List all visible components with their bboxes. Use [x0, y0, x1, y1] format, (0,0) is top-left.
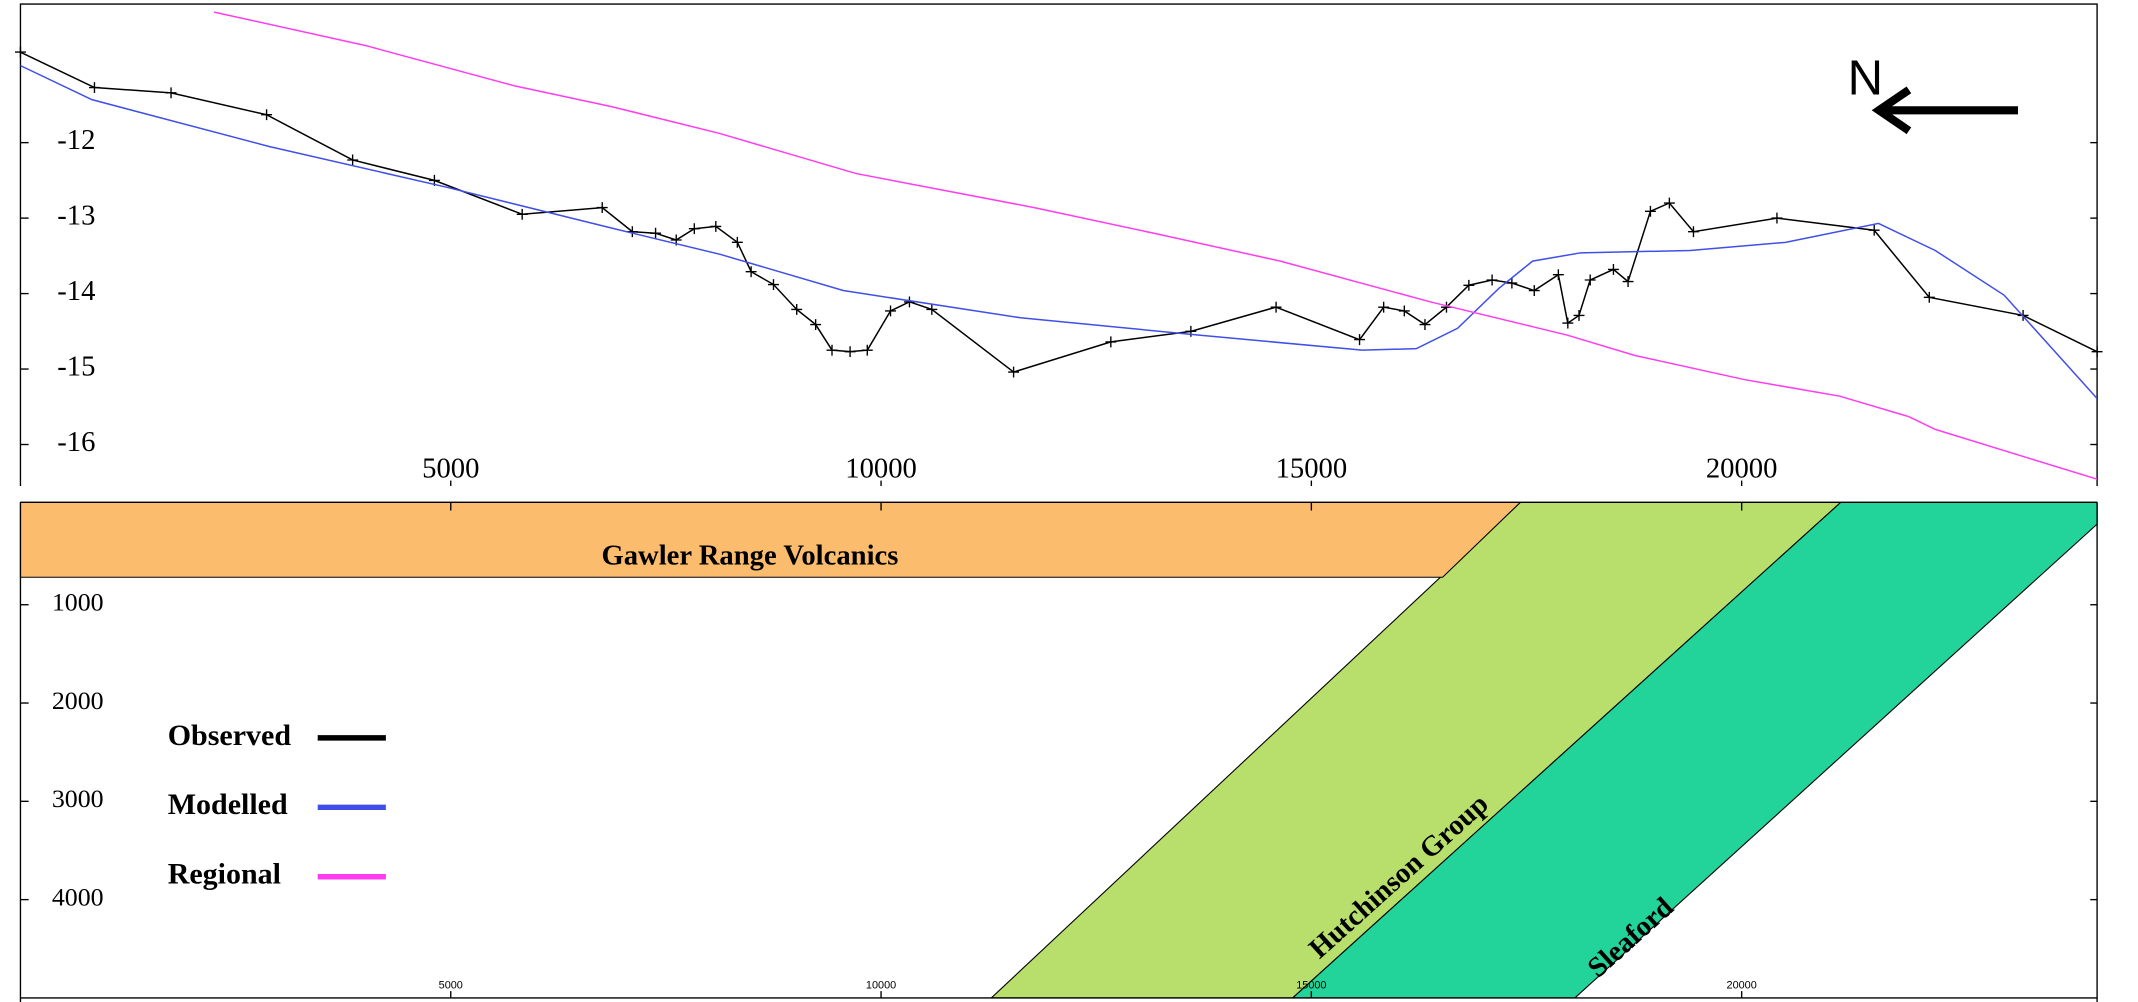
x-tick-label: 15000: [1296, 980, 1326, 992]
x-tick-label: 20000: [1706, 454, 1778, 485]
data-point: [2091, 346, 2103, 358]
y-tick-label: -14: [57, 276, 95, 307]
data-point: [1506, 277, 1518, 289]
data-line: [213, 11, 2098, 480]
north-arrow: [1871, 86, 2019, 135]
data-point: [1486, 274, 1498, 286]
data-point: [688, 223, 700, 235]
data-line: [20, 64, 2098, 399]
data-point: [1622, 276, 1634, 287]
data-point: [731, 236, 743, 248]
x-tick-label: 10000: [845, 454, 917, 485]
data-point: [826, 344, 838, 356]
data-point: [791, 303, 803, 315]
data-point: [1378, 301, 1390, 313]
data-point: [710, 220, 722, 232]
x-tick-label: 20000: [1727, 980, 1757, 992]
y-tick-label: 3000: [52, 784, 104, 813]
data-point: [165, 87, 177, 99]
data-point: [1105, 336, 1117, 348]
data-point: [1923, 291, 1935, 303]
y-tick-label: 2000: [52, 686, 104, 715]
data-point: [768, 279, 779, 290]
data-point: [1552, 269, 1564, 281]
north-label: N: [1848, 52, 1883, 106]
data-point: [1354, 334, 1366, 346]
data-point: [1419, 319, 1431, 330]
data-point: [745, 266, 757, 278]
panel-frame: [19, 501, 2098, 1002]
data-point: [14, 46, 26, 58]
data-point: [650, 227, 662, 239]
data-point: [1771, 212, 1783, 224]
data-point: [1528, 285, 1540, 297]
data-point: [1398, 305, 1410, 317]
data-point: [1008, 366, 1020, 378]
legend-label: Modelled: [168, 788, 288, 821]
y-tick-label: -16: [57, 427, 95, 458]
y-tick-label: -15: [57, 352, 95, 383]
data-point: [810, 319, 822, 330]
unit-label: Gawler Range Volcanics: [601, 541, 898, 572]
data-point: [1663, 197, 1675, 209]
data-point: [1562, 317, 1574, 329]
data-point: [1607, 263, 1619, 275]
data-point: [1868, 224, 1880, 236]
y-tick-label: 4000: [52, 883, 104, 912]
data-point: [1644, 205, 1656, 217]
y-tick-label: -12: [57, 125, 95, 156]
data-point: [1688, 226, 1699, 238]
data-point: [89, 82, 100, 94]
data-point: [926, 303, 938, 315]
y-tick-label: -13: [57, 201, 95, 232]
data-point: [1573, 310, 1585, 321]
data-point: [261, 109, 273, 121]
data-point: [861, 344, 873, 356]
data-point: [844, 346, 856, 358]
x-tick-label: 5000: [422, 454, 479, 485]
x-tick-label: 5000: [439, 980, 463, 992]
data-point: [596, 202, 608, 213]
y-tick-label: 1000: [52, 588, 104, 617]
data-point: [885, 305, 896, 317]
data-point: [1463, 279, 1475, 291]
panel-frame: [19, 3, 2098, 487]
legend-label: Regional: [168, 858, 281, 891]
data-point: [1584, 274, 1596, 286]
data-point: [347, 154, 359, 166]
legend-label: Observed: [168, 719, 292, 752]
data-point: [1270, 301, 1282, 313]
data-point: [516, 208, 528, 220]
x-tick-label: 15000: [1276, 454, 1348, 485]
x-tick-label: 10000: [866, 980, 896, 992]
